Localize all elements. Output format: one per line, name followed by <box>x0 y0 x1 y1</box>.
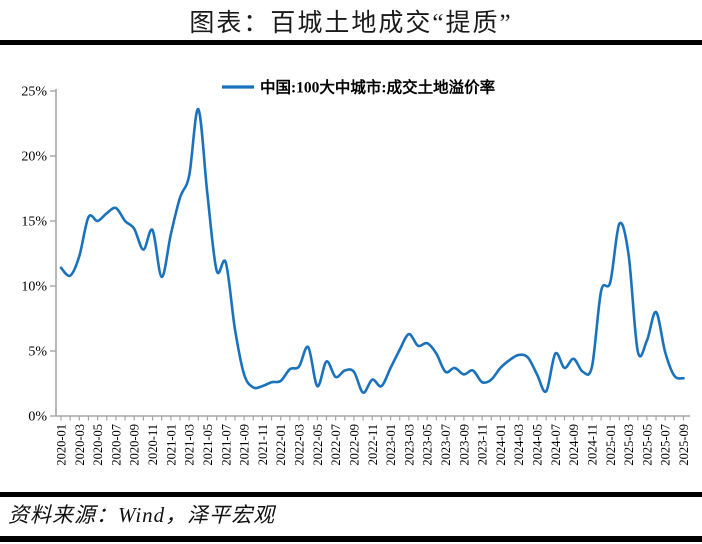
x-tick-label: 2023-01 <box>384 424 398 466</box>
x-tick-label: 2023-09 <box>457 424 471 466</box>
x-tick-label: 2021-09 <box>238 424 252 466</box>
x-tick-label: 2024-07 <box>549 424 563 466</box>
x-tick-label: 2023-11 <box>476 424 490 465</box>
x-tick-label: 2024-01 <box>494 424 508 466</box>
x-tick-label: 2021-07 <box>219 424 233 466</box>
x-tick-label: 2022-01 <box>274 424 288 466</box>
x-tick-label: 2023-03 <box>402 424 416 466</box>
x-tick-label: 2021-05 <box>201 424 215 466</box>
footer-divider-top <box>0 492 702 497</box>
x-tick-label: 2024-09 <box>567 424 581 466</box>
line-chart: 0% 5% 10% 15% 20% 25% 2020-01 2020-03 2020-05 202… <box>21 78 691 466</box>
x-tick-label: 2025-09 <box>677 424 691 466</box>
y-tick-label: 20% <box>21 150 47 165</box>
x-tick-label: 2022-03 <box>293 424 307 466</box>
y-tick-label: 5% <box>28 345 47 360</box>
x-tick-label: 2022-07 <box>329 424 343 466</box>
legend-label: 中国:100大中城市:成交土地溢价率 <box>260 78 496 97</box>
y-tick-label: 10% <box>21 280 47 295</box>
x-tick-label: 2025-01 <box>604 424 618 466</box>
footer-divider-bottom <box>0 536 702 542</box>
x-tick-label: 2021-03 <box>183 424 197 466</box>
x-tick-label: 2023-05 <box>421 424 435 466</box>
x-tick-label: 2020-11 <box>146 424 160 465</box>
x-tick-label: 2024-03 <box>512 424 526 466</box>
source-note: 资料来源：Wind，泽平宏观 <box>8 503 276 527</box>
x-tick-label: 2025-03 <box>622 424 636 466</box>
x-tick-label: 2020-09 <box>128 424 142 466</box>
y-tick-label: 0% <box>28 410 47 425</box>
title-divider <box>0 40 702 45</box>
x-tick-label: 2025-05 <box>640 424 654 466</box>
x-tick-label: 2024-05 <box>531 424 545 466</box>
x-tick-label: 2024-11 <box>585 424 599 465</box>
series-line <box>59 107 685 394</box>
x-tick-label: 2021-11 <box>256 424 270 465</box>
x-tick-label: 2021-01 <box>164 424 178 466</box>
y-tick-label: 25% <box>21 85 47 100</box>
x-tick-label: 2022-05 <box>311 424 325 466</box>
x-tick-label: 2025-07 <box>659 424 673 466</box>
x-tick-label: 2020-05 <box>91 424 105 466</box>
x-tick-label: 2020-07 <box>109 424 123 466</box>
x-tick-label: 2020-03 <box>73 424 87 466</box>
chart-title: 图表：百城土地成交“提质” <box>189 10 513 37</box>
x-tick-label: 2022-09 <box>347 424 361 466</box>
x-tick-label: 2022-11 <box>366 424 380 465</box>
x-tick-label: 2023-07 <box>439 424 453 466</box>
y-tick-label: 15% <box>21 215 47 230</box>
x-tick-label: 2020-01 <box>55 424 69 466</box>
